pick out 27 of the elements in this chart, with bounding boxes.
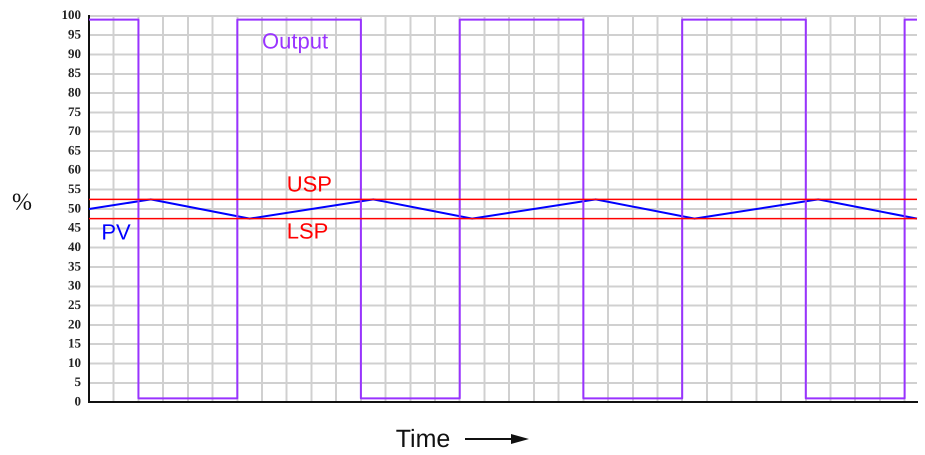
y-tick-label: 75 — [68, 104, 82, 119]
y-tick-label: 35 — [68, 258, 82, 274]
y-tick-label: 70 — [68, 123, 81, 138]
y-tick-label: 55 — [68, 181, 82, 196]
y-tick-label: 30 — [68, 278, 81, 293]
y-tick-label: 45 — [68, 220, 82, 235]
y-tick-label: 40 — [68, 239, 81, 254]
x-axis-title: Time — [396, 424, 450, 454]
y-tick-label: 60 — [68, 162, 81, 177]
y-tick-label: 0 — [74, 394, 81, 409]
y-tick-label: 15 — [68, 336, 82, 351]
y-tick-label: 50 — [68, 200, 81, 216]
y-tick-label: 10 — [68, 354, 81, 370]
y-tick-label: 95 — [68, 26, 82, 42]
y-tick-label: 65 — [68, 142, 82, 158]
ref-line-label: USP — [286, 171, 332, 196]
y-tick-label: 80 — [68, 84, 81, 100]
y-axis-title: % — [12, 189, 32, 216]
y-tick-label: 90 — [68, 46, 81, 61]
series-label: PV — [101, 220, 132, 245]
series-label: Output — [262, 28, 328, 54]
y-tick-label: 85 — [68, 65, 82, 80]
ref-line-label: LSP — [286, 218, 328, 244]
y-tick-label: 100 — [62, 7, 81, 22]
y-tick-label: 25 — [68, 296, 82, 312]
y-tick-label: 20 — [68, 316, 81, 332]
y-tick-label: 5 — [74, 374, 82, 390]
